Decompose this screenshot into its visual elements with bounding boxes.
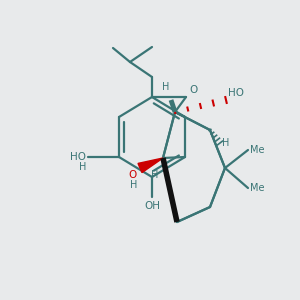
Text: Me: Me [250, 183, 265, 193]
Text: HO: HO [228, 88, 244, 98]
Text: H: H [222, 138, 230, 148]
Polygon shape [138, 158, 163, 172]
Text: O: O [189, 85, 197, 95]
Text: H: H [151, 170, 158, 180]
Text: H: H [79, 162, 86, 172]
Text: Me: Me [250, 145, 265, 155]
Text: OH: OH [144, 201, 160, 211]
Text: H: H [162, 82, 170, 92]
Text: O: O [129, 170, 137, 180]
Text: HO: HO [70, 152, 86, 162]
Text: H: H [130, 180, 137, 190]
